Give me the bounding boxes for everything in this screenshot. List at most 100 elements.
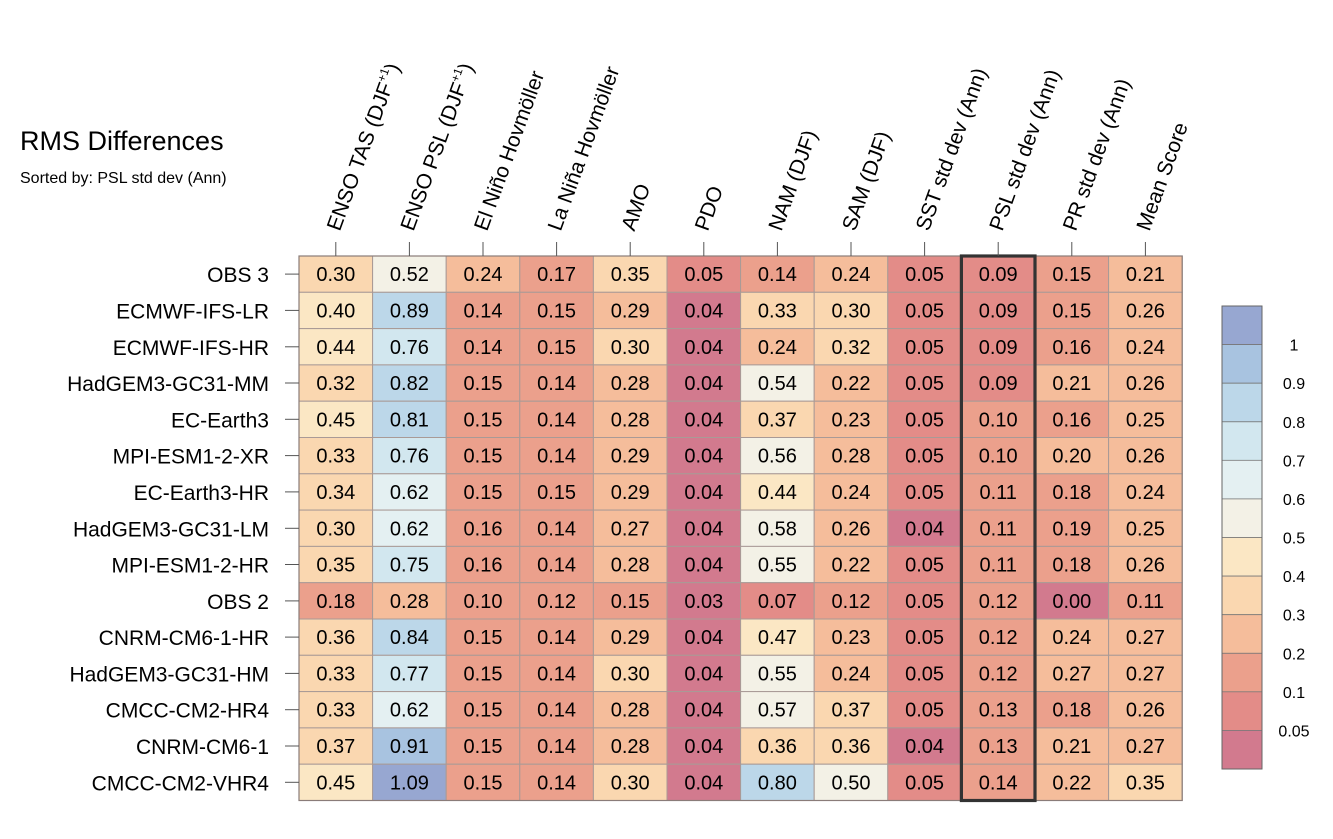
cell-value: 0.23 bbox=[832, 627, 871, 649]
cell-value: 0.24 bbox=[1126, 337, 1165, 359]
cell-value: 0.21 bbox=[1052, 373, 1091, 395]
cell-value: 0.47 bbox=[758, 627, 797, 649]
cell-value: 0.05 bbox=[905, 337, 944, 359]
cell-value: 0.10 bbox=[979, 446, 1018, 468]
cell-value: 0.05 bbox=[905, 555, 944, 577]
row-label: MPI-ESM1-2-HR bbox=[111, 555, 269, 578]
cell-value: 0.05 bbox=[905, 409, 944, 431]
cell-value: 0.30 bbox=[316, 518, 355, 540]
cell-value: 0.14 bbox=[537, 555, 576, 577]
cell-value: 0.09 bbox=[979, 300, 1018, 322]
colorbar-swatch bbox=[1221, 498, 1263, 538]
cell-value: 0.04 bbox=[905, 518, 944, 540]
cell-value: 0.15 bbox=[537, 482, 576, 504]
cell-value: 0.32 bbox=[832, 337, 871, 359]
heatmap-cell bbox=[666, 582, 742, 620]
cell-value: 0.27 bbox=[611, 518, 650, 540]
cell-value: 0.62 bbox=[390, 518, 429, 540]
heatmap-cell bbox=[372, 437, 447, 475]
heatmap-cell bbox=[298, 364, 374, 402]
row-label: EC-Earth3 bbox=[171, 409, 269, 432]
cell-value: 0.26 bbox=[1126, 555, 1165, 577]
heatmap-cell bbox=[960, 545, 1036, 584]
heatmap-cell bbox=[813, 509, 889, 547]
cell-value: 0.15 bbox=[464, 446, 503, 468]
cell-value: 0.14 bbox=[537, 663, 576, 685]
heatmap-cell bbox=[740, 618, 815, 656]
cell-value: 0.21 bbox=[1052, 736, 1091, 758]
heatmap-cell bbox=[1034, 328, 1110, 366]
column-label: ENSO PSL (DJF+1) bbox=[395, 60, 479, 234]
cell-value: 0.54 bbox=[758, 373, 797, 395]
cell-value: 0.37 bbox=[758, 409, 797, 431]
cell-value: 0.09 bbox=[979, 337, 1018, 359]
cell-value: 0.40 bbox=[316, 300, 355, 322]
row-label: HadGEM3-GC31-HM bbox=[69, 663, 269, 686]
cell-value: 0.37 bbox=[316, 736, 355, 758]
cell-value: 0.09 bbox=[979, 373, 1018, 395]
heatmap-cell bbox=[372, 691, 447, 729]
heatmap-cell bbox=[740, 255, 815, 293]
cell-value: 0.75 bbox=[390, 555, 429, 577]
heatmap-cell bbox=[813, 763, 889, 802]
colorbar-label: 0.5 bbox=[1283, 531, 1305, 548]
cell-value: 0.14 bbox=[537, 409, 576, 431]
heatmap-cell bbox=[740, 437, 815, 475]
cell-value: 0.15 bbox=[464, 700, 503, 722]
heatmap-cell bbox=[887, 437, 962, 475]
cell-value: 0.35 bbox=[1126, 772, 1165, 794]
heatmap-cell bbox=[1108, 582, 1183, 620]
cell-value: 0.18 bbox=[316, 591, 355, 613]
heatmap-cell bbox=[887, 654, 962, 693]
heatmap-cell bbox=[592, 328, 668, 366]
heatmap-cell bbox=[372, 328, 447, 366]
cell-value: 0.22 bbox=[832, 373, 871, 395]
cell-value: 0.04 bbox=[684, 555, 723, 577]
cell-value: 0.45 bbox=[316, 409, 355, 431]
cell-value: 0.10 bbox=[979, 409, 1018, 431]
cell-value: 0.10 bbox=[464, 591, 503, 613]
heatmap-cell bbox=[372, 473, 447, 511]
row-label: EC-Earth3-HR bbox=[134, 482, 269, 505]
cell-value: 0.18 bbox=[1052, 555, 1091, 577]
cell-value: 0.25 bbox=[1126, 409, 1165, 431]
heatmap-cell bbox=[519, 545, 594, 584]
heatmap-cell bbox=[519, 763, 594, 802]
heatmap-cell bbox=[740, 727, 815, 765]
cell-value: 0.15 bbox=[537, 300, 576, 322]
cell-value: 0.14 bbox=[979, 772, 1018, 794]
cell-value: 0.05 bbox=[905, 482, 944, 504]
cell-value: 0.14 bbox=[758, 264, 797, 286]
colorbar-label: 0.1 bbox=[1283, 685, 1305, 702]
cell-value: 0.27 bbox=[1126, 736, 1165, 758]
cell-value: 0.76 bbox=[390, 446, 429, 468]
cell-value: 0.04 bbox=[684, 446, 723, 468]
cell-value: 0.58 bbox=[758, 518, 797, 540]
column-label: PDO bbox=[691, 183, 728, 234]
cell-value: 0.12 bbox=[979, 591, 1018, 613]
cell-value: 0.05 bbox=[905, 772, 944, 794]
heatmap-cell bbox=[740, 763, 815, 802]
cell-value: 0.25 bbox=[1126, 518, 1165, 540]
heatmap-cell bbox=[887, 545, 962, 584]
colorbar-swatch bbox=[1221, 691, 1263, 731]
row-label: ECMWF-IFS-HR bbox=[113, 337, 269, 360]
heatmap-cell bbox=[592, 437, 668, 475]
cell-value: 0.17 bbox=[537, 264, 576, 286]
colorbar-label: 0.05 bbox=[1278, 723, 1309, 740]
cell-value: 0.04 bbox=[684, 373, 723, 395]
row-label: CMCC-CM2-HR4 bbox=[106, 700, 270, 723]
heatmap-cell bbox=[887, 400, 962, 439]
cell-value: 0.14 bbox=[537, 772, 576, 794]
cell-value: 0.28 bbox=[611, 373, 650, 395]
cell-value: 0.91 bbox=[390, 736, 429, 758]
colorbar-label: 1 bbox=[1290, 338, 1299, 355]
cell-value: 0.29 bbox=[611, 446, 650, 468]
cell-value: 0.14 bbox=[464, 337, 503, 359]
heatmap-cell bbox=[666, 763, 742, 802]
heatmap-cell bbox=[519, 437, 594, 475]
cell-value: 0.04 bbox=[684, 518, 723, 540]
heatmap-cell bbox=[519, 400, 594, 439]
cell-value: 0.24 bbox=[758, 337, 797, 359]
